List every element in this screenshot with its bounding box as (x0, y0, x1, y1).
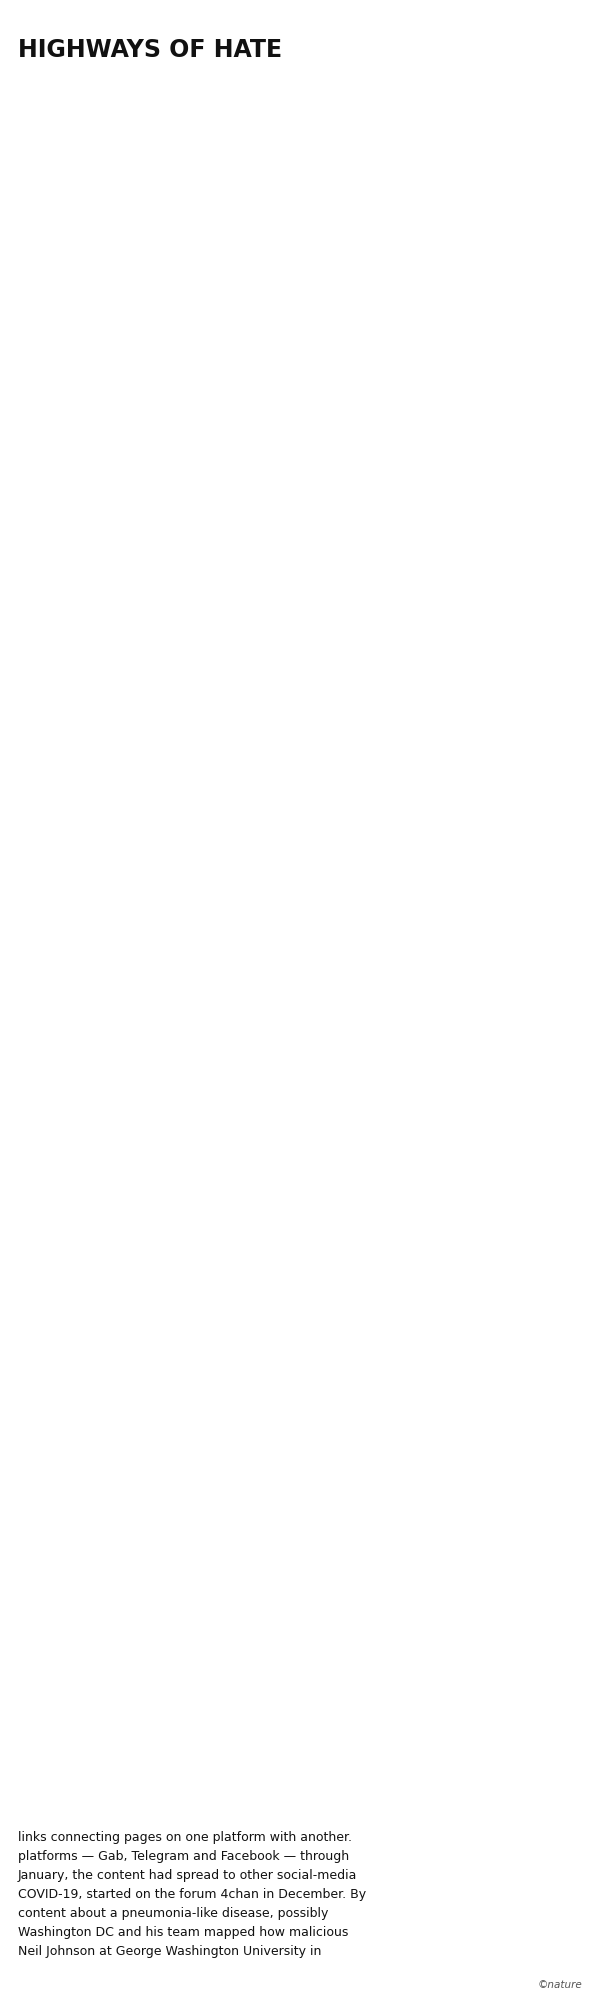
Text: links connecting pages on one platform with another.: links connecting pages on one platform w… (18, 1832, 352, 1844)
Text: Washington DC and his team mapped how malicious: Washington DC and his team mapped how ma… (18, 1926, 349, 1938)
Text: HIGHWAYS OF HATE: HIGHWAYS OF HATE (18, 38, 282, 62)
Text: COVID-19, started on the forum 4chan in December. By: COVID-19, started on the forum 4chan in … (18, 1888, 366, 1900)
Text: platforms — Gab, Telegram and Facebook — through: platforms — Gab, Telegram and Facebook —… (18, 1850, 349, 1864)
Text: Neil Johnson at George Washington University in: Neil Johnson at George Washington Univer… (18, 1944, 322, 1958)
Text: January, the content had spread to other social-media: January, the content had spread to other… (18, 1868, 358, 1882)
Text: content about a pneumonia-like disease, possibly: content about a pneumonia-like disease, … (18, 1908, 328, 1920)
Text: ©nature: ©nature (537, 1980, 582, 1990)
